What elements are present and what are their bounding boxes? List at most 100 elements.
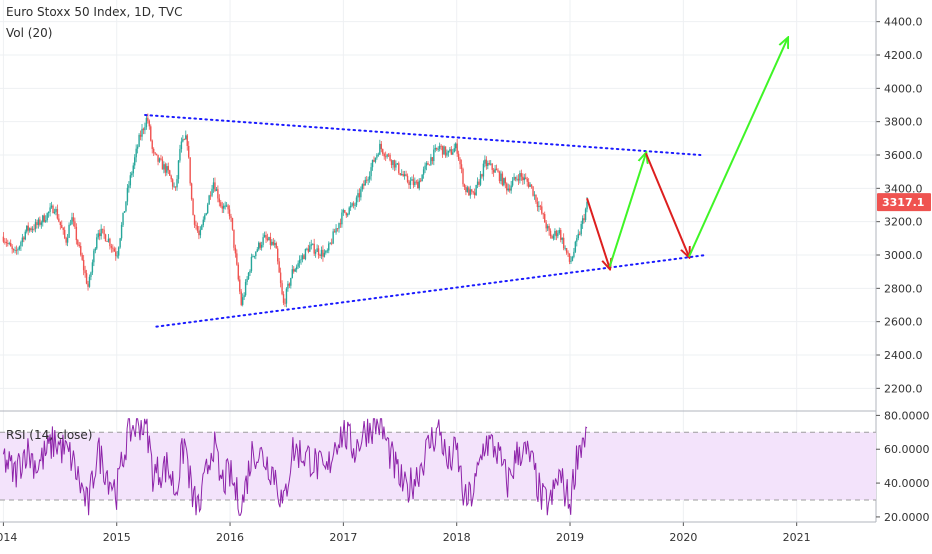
candle-body: [535, 194, 537, 202]
candle-body: [363, 184, 365, 186]
candle-body: [368, 176, 371, 180]
candle-body: [306, 248, 308, 250]
candle-body: [11, 246, 13, 249]
candle-body: [84, 270, 86, 274]
candle-body: [145, 117, 148, 128]
candle-body: [307, 248, 310, 252]
candle-body: [290, 278, 292, 286]
candle-body: [117, 247, 120, 256]
candle-body: [177, 160, 180, 179]
candle-body: [399, 173, 401, 175]
candle-body: [450, 149, 453, 155]
candle-body: [17, 249, 19, 251]
candle-body: [74, 221, 76, 227]
candle-body: [215, 189, 218, 191]
candle-body: [383, 153, 385, 157]
candle-body: [30, 228, 32, 230]
candle-body: [570, 260, 572, 262]
rsi-line: [2, 418, 588, 516]
x-tick-label: 2019: [556, 531, 584, 544]
candle-body: [138, 134, 140, 147]
x-tick-label: 2014: [0, 531, 17, 544]
candle-body: [241, 297, 244, 305]
candle-body: [390, 160, 393, 166]
candle-body: [281, 283, 283, 295]
candle-body: [313, 243, 315, 254]
candle-body: [335, 228, 337, 233]
candle-body: [68, 224, 70, 238]
candle-body: [236, 253, 238, 265]
projection-arrow: [645, 152, 689, 256]
candle-body: [462, 168, 464, 185]
candle-body: [185, 135, 187, 140]
candle-body: [176, 178, 178, 188]
candle-body: [329, 242, 331, 244]
candle-body: [249, 270, 251, 273]
candle-body: [269, 236, 272, 245]
candle-body: [46, 213, 48, 221]
candle-body: [436, 147, 438, 150]
candle-body: [72, 217, 75, 222]
candle-body: [100, 228, 102, 237]
candle-body: [166, 166, 168, 173]
candle-body: [142, 128, 145, 131]
candle-body: [444, 146, 447, 156]
candle-body: [21, 237, 24, 243]
candle-body: [317, 248, 320, 256]
candle-body: [211, 188, 213, 196]
candle-body: [239, 279, 241, 292]
candle-body: [55, 208, 57, 212]
candle-body: [291, 269, 293, 279]
candle-body: [386, 154, 388, 157]
candle-body: [508, 188, 511, 191]
candle-body: [545, 222, 547, 229]
candle-body: [179, 149, 181, 161]
candle-body: [367, 179, 369, 181]
candle-body: [167, 166, 169, 171]
candle-body: [116, 255, 118, 257]
candle-body: [258, 242, 260, 250]
candlestick-series: [2, 113, 588, 308]
candle-body: [174, 186, 177, 188]
candle-body: [352, 203, 355, 206]
candle-body: [565, 248, 568, 253]
candle-body: [484, 159, 486, 164]
candle-body: [190, 183, 193, 200]
candle-body: [199, 229, 202, 236]
candle-body: [81, 254, 83, 260]
candle-body: [476, 181, 479, 185]
candle-body: [376, 154, 378, 158]
candle-body: [529, 184, 531, 187]
candle-body: [237, 264, 240, 280]
rsi-band: [0, 432, 876, 500]
candle-body: [341, 212, 343, 225]
candle-body: [208, 195, 210, 205]
candle-body: [141, 128, 143, 137]
candle-body: [37, 219, 40, 226]
candle-body: [520, 173, 523, 177]
candle-body: [198, 230, 200, 236]
candle-body: [542, 213, 544, 215]
candle-body: [154, 152, 156, 154]
candle-body: [478, 181, 480, 185]
candle-body: [161, 159, 164, 170]
candle-body: [360, 189, 362, 198]
candle-body: [384, 156, 387, 158]
candle-body: [379, 143, 381, 155]
candle-body: [187, 145, 190, 158]
candle-body: [345, 212, 347, 216]
candle-body: [554, 230, 556, 236]
candle-body: [164, 164, 167, 173]
candle-body: [240, 291, 242, 305]
candle-body: [516, 178, 518, 180]
candle-body: [56, 208, 59, 219]
candle-body: [36, 222, 38, 226]
candle-body: [538, 205, 540, 208]
candle-body: [328, 243, 330, 251]
candle-body: [373, 159, 375, 162]
candle-body: [250, 256, 253, 271]
candle-body: [183, 139, 186, 141]
candle-body: [437, 148, 439, 150]
candle-body: [304, 249, 307, 260]
